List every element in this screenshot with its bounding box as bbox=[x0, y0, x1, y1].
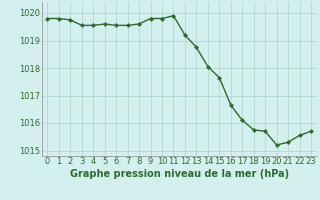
X-axis label: Graphe pression niveau de la mer (hPa): Graphe pression niveau de la mer (hPa) bbox=[70, 169, 289, 179]
